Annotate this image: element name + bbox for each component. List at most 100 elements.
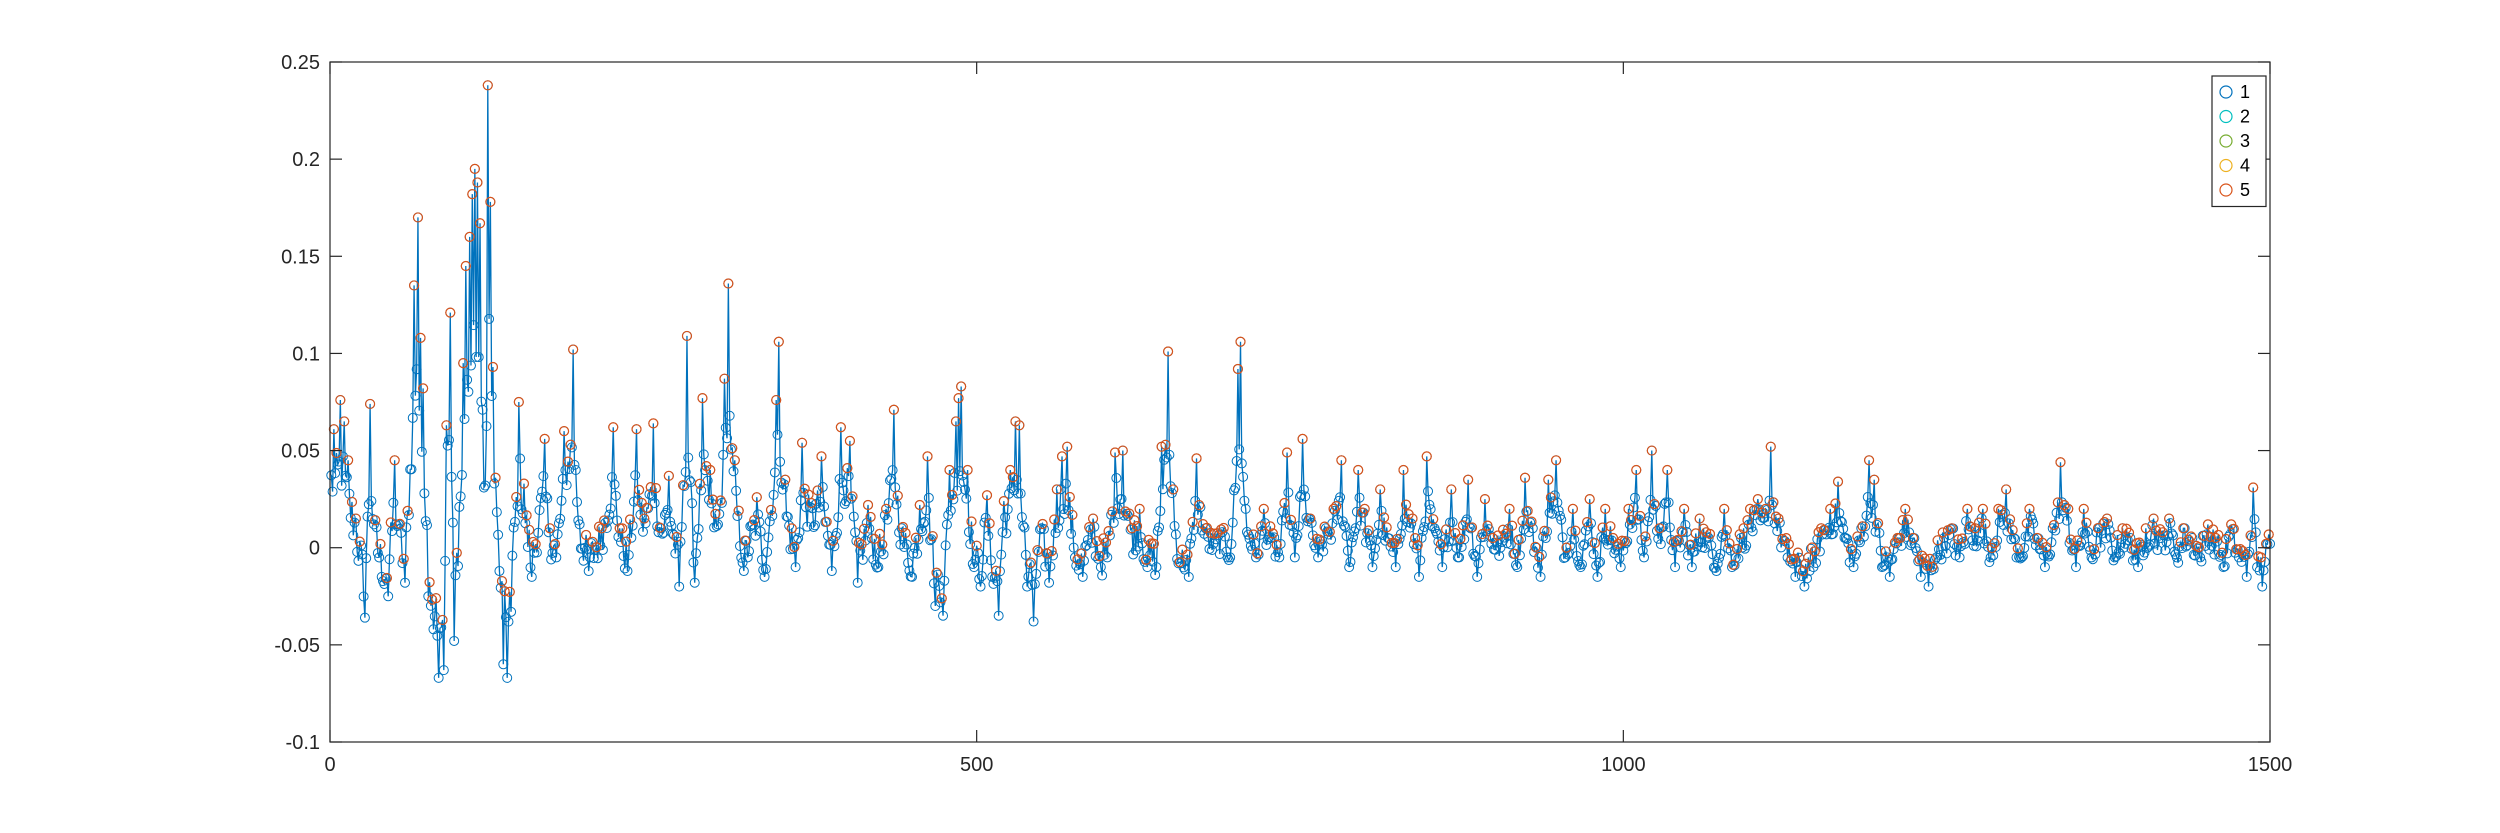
series-5-marker <box>1487 532 1498 544</box>
series-5-marker <box>335 394 346 406</box>
series-1-marker <box>1139 556 1150 567</box>
y-tick-label: 0.2 <box>292 149 320 171</box>
series-1-marker <box>1318 546 1329 557</box>
legend-label: 3 <box>2240 131 2250 151</box>
series-5-marker <box>474 218 486 229</box>
series-1-marker <box>725 444 736 455</box>
series-1-marker <box>1675 542 1686 553</box>
series-5-marker <box>1816 523 1827 534</box>
series-1-marker <box>754 516 765 527</box>
series-1-marker <box>808 522 819 533</box>
series-1-marker <box>833 512 844 523</box>
series-1-marker <box>473 352 484 363</box>
series-5-marker <box>558 426 570 437</box>
series-5-marker <box>1534 551 1545 563</box>
series-1-marker <box>2122 534 2133 545</box>
series-1-marker <box>992 576 1003 587</box>
series-1-marker <box>722 433 733 444</box>
series-5-marker <box>1124 508 1135 519</box>
series-1-marker <box>923 492 934 503</box>
series-1-marker <box>826 566 837 577</box>
series-1-marker <box>759 571 770 582</box>
series-5-marker <box>1410 532 1421 544</box>
series-1-marker <box>1020 549 1031 560</box>
series-1-marker <box>908 548 919 559</box>
series-1-marker <box>1313 552 1324 563</box>
series-1-marker <box>760 564 771 575</box>
series-1-marker <box>1155 506 1166 517</box>
series-5-marker <box>1605 521 1616 532</box>
series-1-marker <box>838 485 849 496</box>
series-1-marker <box>340 470 351 481</box>
series-1-marker <box>1877 562 1887 573</box>
series-1-marker <box>1641 536 1652 547</box>
series-1-marker <box>846 493 857 504</box>
series-1-marker <box>2105 532 2116 543</box>
series-5-marker <box>445 307 456 318</box>
series-1-marker <box>604 509 615 520</box>
series-5-marker <box>1728 559 1739 570</box>
series-1-marker <box>442 440 453 451</box>
series-1-marker <box>484 313 495 324</box>
series-5-marker <box>513 396 524 408</box>
series-1-marker <box>508 522 519 533</box>
series-5-marker <box>1218 522 1229 534</box>
series-1-marker <box>934 580 945 591</box>
series-5-marker <box>1543 474 1554 485</box>
series-5-marker <box>710 508 721 520</box>
series-1-marker <box>1099 549 1110 560</box>
series-5-marker <box>1818 524 1829 536</box>
series-1-marker <box>1523 527 1534 538</box>
series-1-marker <box>1591 560 1602 571</box>
series-1-marker <box>769 467 780 478</box>
series-5-marker <box>654 522 665 533</box>
series-5-marker <box>381 572 393 584</box>
series-5-marker <box>1768 497 1779 508</box>
series-5-marker <box>1932 535 1943 546</box>
series-1-marker <box>1236 458 1247 469</box>
series-1-marker <box>1588 549 1599 560</box>
series-1-marker <box>1316 539 1327 550</box>
series-5-marker <box>1635 510 1646 522</box>
series-5-marker <box>458 358 469 369</box>
series-1-marker <box>1344 562 1355 573</box>
series-5-marker <box>394 518 405 529</box>
series-5-marker <box>650 482 662 494</box>
series-1-marker <box>972 547 983 558</box>
series-1-marker <box>1637 545 1648 556</box>
series-5-marker <box>544 523 555 534</box>
series-5-marker <box>487 361 499 373</box>
series-5-marker <box>2041 542 2052 553</box>
series-1-marker <box>957 470 968 481</box>
series-5-marker <box>1783 539 1794 550</box>
series-1-marker <box>974 574 985 585</box>
series-1-marker <box>1102 552 1113 563</box>
series-1-marker <box>684 475 695 486</box>
series-5-marker <box>1993 503 2004 514</box>
series-1-marker <box>1420 516 1431 527</box>
series-1-marker <box>2209 549 2220 560</box>
series-1-marker <box>831 527 842 538</box>
series-1-marker <box>1231 456 1242 467</box>
series-1-marker <box>440 555 451 566</box>
series-5-marker <box>1732 543 1743 555</box>
series-1-marker <box>1867 499 1878 510</box>
series-1-marker <box>443 435 454 446</box>
series-1-marker <box>509 516 520 527</box>
series-1-marker <box>1664 522 1675 533</box>
series-5-marker <box>1140 554 1152 565</box>
series-1-marker <box>1415 555 1426 566</box>
series-1-marker <box>1796 571 1807 582</box>
series-1-marker <box>2061 515 2072 526</box>
series-5-marker <box>1640 531 1651 542</box>
legend[interactable]: 1 2 3 4 5 <box>2211 75 2267 208</box>
series-5-marker <box>2048 519 2060 531</box>
series-5-marker <box>1830 498 1841 509</box>
series-1-marker <box>1525 517 1536 528</box>
series-1-marker <box>1556 514 1567 525</box>
series-1-marker <box>535 492 546 503</box>
series-1-marker <box>1494 550 1505 561</box>
series-5-marker <box>835 422 846 433</box>
series-1-marker <box>1538 531 1549 542</box>
